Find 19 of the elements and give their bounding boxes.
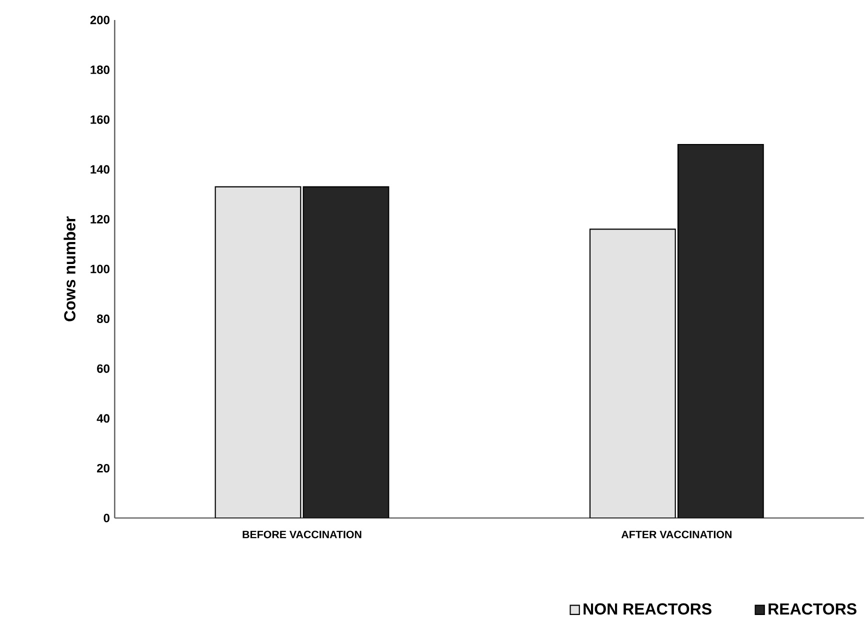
y-tick-label: 20: [97, 464, 110, 472]
y-tick-label: 100: [90, 264, 110, 274]
y-tick-label: 180: [90, 66, 110, 74]
y-tick-label: 0: [104, 514, 110, 522]
bar: [214, 186, 302, 518]
legend-label: NON REACTORS: [584, 603, 712, 615]
y-axis-title: Cows number: [64, 216, 76, 322]
bar: [589, 228, 676, 518]
y-tick-label: 80: [96, 314, 110, 324]
x-tick-label: AFTER VACCINATION: [621, 530, 732, 538]
y-tick-label: 60: [97, 364, 110, 373]
legend-label: REACTORS: [768, 603, 856, 615]
bar: [302, 186, 390, 518]
y-tick-label: 120: [90, 214, 110, 224]
x-tick-label: BEFORE VACCINATION: [242, 530, 362, 538]
y-tick-label: 40: [96, 414, 110, 423]
y-tick-label: 160: [90, 115, 110, 124]
y-tick-label: 140: [90, 165, 110, 174]
y-tick-label: 200: [90, 16, 110, 24]
